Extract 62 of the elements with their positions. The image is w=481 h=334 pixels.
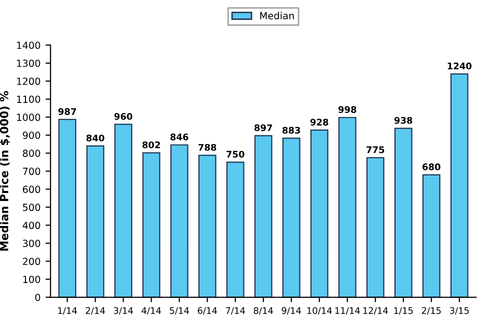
bar <box>422 174 440 298</box>
y-tick-label: 700 <box>23 168 40 176</box>
bar <box>450 73 468 298</box>
x-tick-label: 7/14 <box>226 307 245 315</box>
bar <box>338 116 356 298</box>
bar <box>254 135 272 298</box>
x-tick-label: 6/14 <box>198 307 217 315</box>
x-tick-label: 2/15 <box>422 307 441 315</box>
y-tick-label: 300 <box>22 240 40 248</box>
bar <box>366 157 384 298</box>
data-label: 998 <box>338 106 356 113</box>
bar <box>394 128 412 298</box>
data-label: 938 <box>394 116 412 124</box>
data-label: 680 <box>422 163 440 170</box>
data-label: 960 <box>114 112 132 120</box>
data-label: 788 <box>198 144 216 151</box>
x-tick-label: 3/15 <box>450 307 469 315</box>
x-tick-label: 8/14 <box>254 307 273 315</box>
y-tick-label: 200 <box>22 258 40 266</box>
x-tick-label: 1/15 <box>394 307 413 315</box>
y-tick-label: 1000 <box>17 114 40 121</box>
bar <box>114 124 132 298</box>
x-tick-label: 12/14 <box>363 307 388 315</box>
bar <box>226 162 244 298</box>
y-tick-label: 100 <box>23 276 40 284</box>
data-label: 897 <box>254 124 272 132</box>
bar <box>310 130 328 298</box>
y-tick-label: 500 <box>22 204 40 212</box>
x-tick-label: 10/14 <box>307 307 332 315</box>
legend-label: Median <box>260 12 294 20</box>
bar <box>86 145 104 298</box>
bar <box>198 154 216 298</box>
y-tick-label: 400 <box>22 222 40 230</box>
y-tick-label: 1100 <box>17 96 40 103</box>
y-tick-label: 800 <box>22 150 40 157</box>
bar <box>142 152 160 298</box>
bar <box>170 144 188 298</box>
x-tick-label: 5/14 <box>170 307 189 315</box>
data-label: 775 <box>366 146 384 154</box>
bar <box>282 138 300 298</box>
x-tick-label: 1/14 <box>58 307 77 315</box>
x-tick-label: 2/14 <box>86 307 105 315</box>
data-label: 1240 <box>448 62 472 70</box>
y-tick-label: 1300 <box>17 60 40 67</box>
x-tick-label: 4/14 <box>142 307 161 315</box>
x-tick-label: 11/14 <box>335 307 360 315</box>
data-label: 840 <box>86 134 104 142</box>
y-tick-label: 0 <box>35 294 40 302</box>
bar <box>58 118 76 298</box>
y-axis-title: Median Price (in $,000) % <box>0 91 10 251</box>
y-tick-label: 900 <box>22 132 40 139</box>
x-tick-label: 3/14 <box>114 307 133 315</box>
data-label: 928 <box>310 118 328 126</box>
data-label: 846 <box>170 134 188 140</box>
data-label: 987 <box>58 108 76 115</box>
y-tick-label: 600 <box>22 186 40 194</box>
data-label: 750 <box>226 150 244 158</box>
data-label: 802 <box>142 141 160 148</box>
y-tick-label: 1200 <box>17 78 40 85</box>
data-label: 883 <box>282 126 300 134</box>
x-tick-label: 9/14 <box>282 307 301 315</box>
y-tick-label: 1400 <box>17 42 40 49</box>
